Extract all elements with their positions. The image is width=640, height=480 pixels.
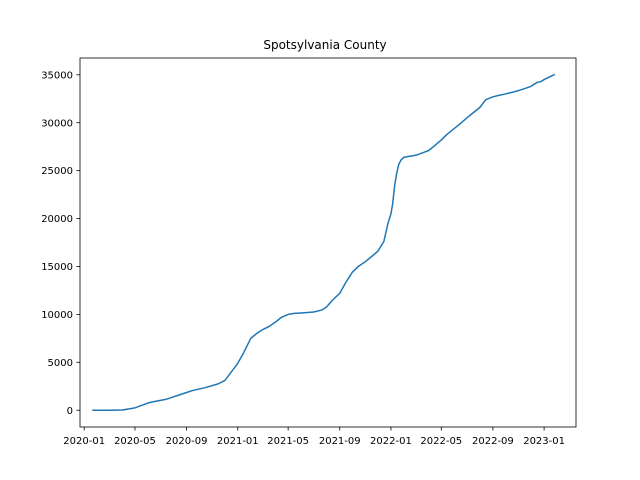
x-tick-label: 2022-05: [420, 436, 462, 447]
x-axis-ticks: 2020-01 2020-05 2020-09 2021-01 2021-05 2021-…: [63, 427, 565, 447]
x-tick-label: 2023-01: [523, 436, 565, 447]
x-tick-label: 2021-05: [267, 436, 309, 447]
y-tick-label: 0: [67, 406, 73, 417]
x-tick-label: 2021-01: [217, 436, 259, 447]
plot-frame: [79, 57, 577, 428]
y-axis-ticks: 0 5000 10000 15000 20000 25000 30000 35000: [41, 70, 80, 417]
x-tick-label: 2021-09: [319, 436, 361, 447]
y-tick-label: 25000: [41, 166, 73, 177]
y-tick-label: 35000: [41, 70, 73, 81]
y-tick-label: 30000: [41, 118, 73, 129]
y-tick-label: 15000: [41, 262, 73, 273]
y-tick-label: 10000: [41, 310, 73, 321]
chart-title: Spotsylvania County: [263, 38, 386, 52]
x-tick-label: 2022-01: [370, 436, 412, 447]
x-tick-label: 2020-05: [114, 436, 156, 447]
x-tick-label: 2020-01: [63, 436, 105, 447]
x-tick-label: 2022-09: [472, 436, 514, 447]
series-line: [92, 73, 556, 411]
y-tick-label: 20000: [41, 214, 73, 225]
y-tick-label: 5000: [48, 358, 73, 369]
x-tick-label: 2020-09: [166, 436, 208, 447]
